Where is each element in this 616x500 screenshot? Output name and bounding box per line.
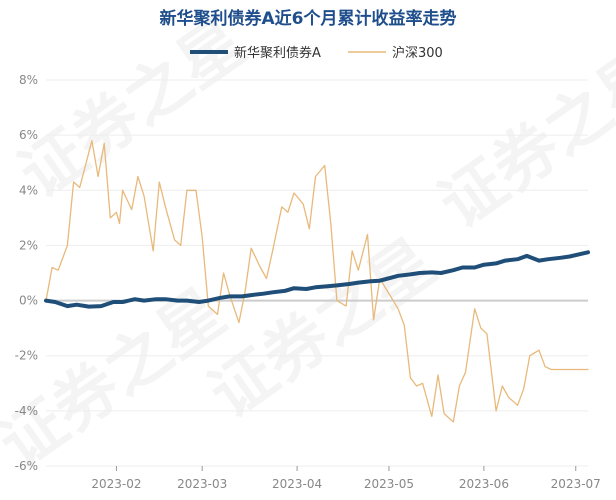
watermark-2: 证券之星	[427, 36, 616, 243]
x-tick-label: 2023-05	[364, 477, 414, 491]
x-tick-label: 2023-04	[272, 477, 322, 491]
watermark-layer: 证券之星 证券之星 证券之星 证券之星	[0, 6, 616, 483]
y-tick-label: -4%	[15, 404, 38, 418]
y-tick-label: 2%	[19, 238, 38, 252]
y-tick-label: 4%	[19, 183, 38, 197]
y-tick-label: 6%	[19, 128, 38, 142]
x-axis-ticks: 2023-02 2023-03 2023-04 2023-05 2023-06 2023-…	[91, 466, 601, 491]
legend-label-index: 沪深300	[392, 45, 443, 61]
legend-label-fund: 新华聚利债券A	[234, 45, 321, 61]
y-tick-label: 8%	[19, 73, 38, 87]
y-tick-label: 0%	[19, 294, 38, 308]
watermark-4: 证券之星	[197, 226, 449, 433]
y-tick-label: -2%	[15, 349, 38, 363]
series-line-fund	[44, 250, 590, 309]
x-tick-label: 2023-03	[177, 477, 227, 491]
watermark-1: 证券之星	[7, 6, 259, 213]
y-tick-label: -6%	[15, 459, 38, 473]
series-line-index	[45, 140, 589, 423]
x-tick-label: 2023-06	[459, 477, 509, 491]
y-axis-ticks: 8% 6% 4% 2% 0% -2% -4% -6%	[15, 73, 38, 473]
legend: 新华聚利债券A 沪深300	[190, 45, 443, 61]
chart-title: 新华聚利债券A近6个月累计收益率走势	[160, 8, 457, 29]
x-tick-label: 2023-07	[551, 477, 601, 491]
x-tick-label: 2023-02	[91, 477, 141, 491]
series-layer	[44, 140, 590, 423]
